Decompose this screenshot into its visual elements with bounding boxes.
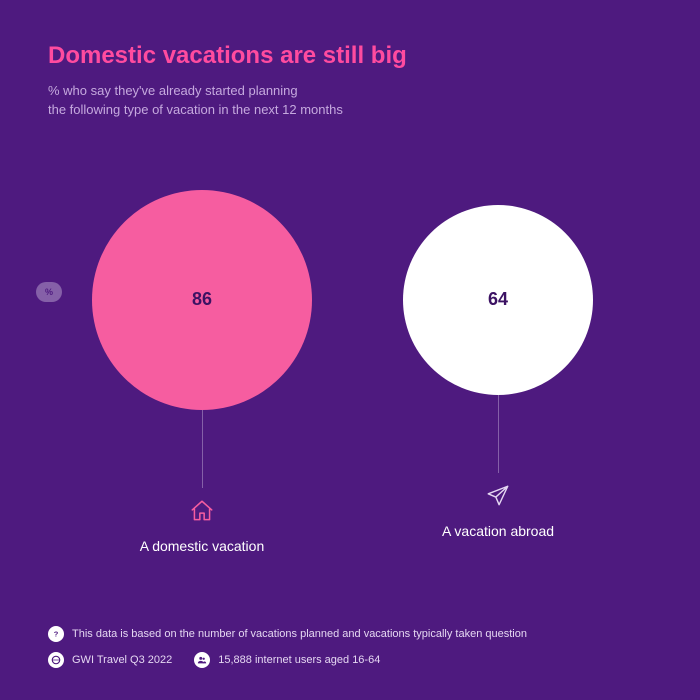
footer-note: This data is based on the number of vaca… [72, 628, 527, 640]
chart-area: % 86 A domestic vacation 64 [48, 180, 652, 606]
infographic-container: Domestic vacations are still big % who s… [0, 0, 700, 700]
footer-source-row: GWI Travel Q3 2022 15,888 internet users… [48, 652, 652, 668]
bubble-value: 86 [192, 289, 212, 310]
svg-text:?: ? [54, 630, 59, 639]
bubble-abroad: 64 A vacation abroad [378, 190, 618, 606]
bubble-label: A domestic vacation [140, 538, 265, 554]
users-icon [194, 652, 210, 668]
bubble-circle: 64 [403, 205, 593, 395]
chart-title: Domestic vacations are still big [48, 42, 652, 70]
bubble-circle: 86 [92, 190, 312, 410]
bubble-value: 64 [488, 289, 508, 310]
footer: ? This data is based on the number of va… [48, 606, 652, 668]
chart-subtitle: % who say they've already started planni… [48, 82, 652, 120]
bubble-label: A vacation abroad [442, 523, 554, 539]
footer-sample: 15,888 internet users aged 16-64 [218, 654, 380, 666]
footer-source: GWI Travel Q3 2022 [72, 654, 172, 666]
connector-line [498, 395, 499, 473]
info-icon: ? [48, 626, 64, 642]
bubble-domestic: 86 A domestic vacation [82, 190, 322, 606]
footer-note-row: ? This data is based on the number of va… [48, 626, 652, 642]
airplane-icon [485, 483, 511, 509]
percent-badge: % [36, 282, 62, 302]
connector-line [202, 410, 203, 488]
house-icon [189, 498, 215, 524]
source-icon [48, 652, 64, 668]
